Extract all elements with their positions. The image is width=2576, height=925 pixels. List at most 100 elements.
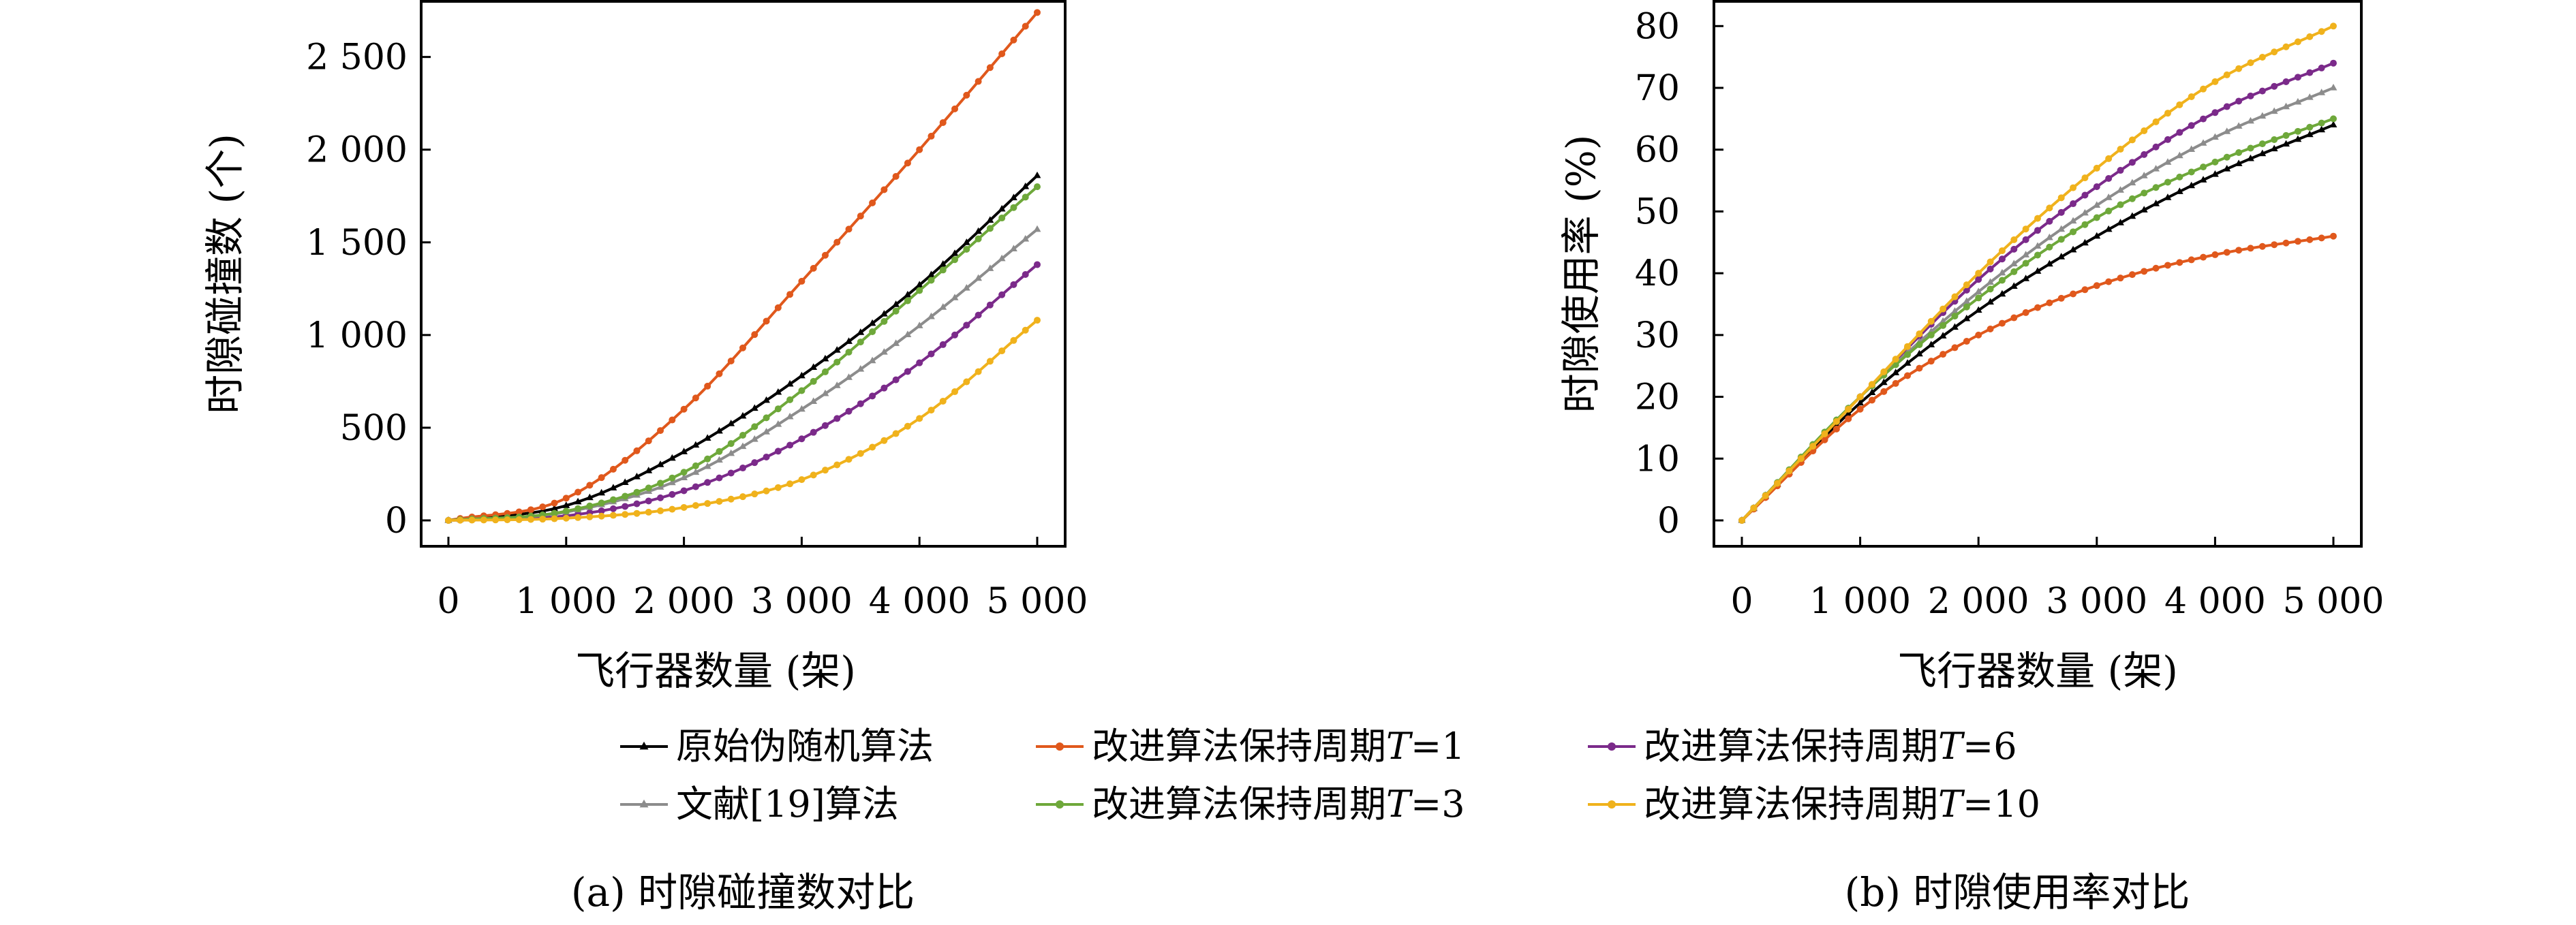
data-point bbox=[1856, 405, 1864, 413]
data-point bbox=[727, 495, 735, 503]
data-point bbox=[2318, 89, 2326, 95]
data-point bbox=[2200, 163, 2207, 171]
data-point bbox=[833, 381, 841, 388]
data-point bbox=[727, 449, 735, 456]
series-line bbox=[1741, 123, 2334, 522]
data-point bbox=[1951, 293, 1959, 300]
data-point bbox=[927, 407, 935, 414]
data-point bbox=[539, 503, 547, 511]
data-point bbox=[669, 416, 676, 424]
data-point bbox=[880, 348, 888, 355]
data-point bbox=[751, 423, 758, 430]
data-point bbox=[1033, 171, 1041, 178]
legend-item: 改进算法保持周期T=10 bbox=[1588, 783, 2040, 826]
data-point bbox=[669, 490, 676, 498]
data-point bbox=[562, 495, 570, 502]
data-point bbox=[609, 512, 617, 519]
data-point bbox=[633, 472, 641, 480]
x-tick-label: 4 000 bbox=[2164, 581, 2266, 622]
y-axis-ticks: 0 10 20 30 40 50 60 70 80 bbox=[1635, 6, 1723, 542]
data-point bbox=[939, 303, 947, 310]
y-tick-label: 60 bbox=[1635, 130, 1680, 171]
data-point bbox=[2294, 238, 2301, 245]
data-point bbox=[704, 500, 711, 507]
data-point bbox=[2070, 290, 2077, 298]
data-point bbox=[609, 505, 617, 512]
data-point bbox=[622, 456, 629, 464]
data-point bbox=[2188, 256, 2195, 264]
data-point bbox=[1056, 800, 1064, 809]
data-point bbox=[2010, 245, 2018, 253]
data-point bbox=[2211, 109, 2219, 116]
series-line bbox=[448, 228, 1039, 522]
chart-panel-collisions: 0 1 000 2 000 3 000 4 000 5 000 0 500 1 000 1 50… bbox=[202, 0, 1088, 915]
data-point bbox=[951, 256, 959, 264]
data-point bbox=[2152, 200, 2160, 206]
data-point bbox=[869, 392, 876, 400]
data-point bbox=[1939, 332, 1947, 339]
data-point bbox=[562, 501, 570, 508]
data-point bbox=[2104, 193, 2113, 200]
data-point bbox=[821, 467, 829, 474]
data-point bbox=[916, 359, 923, 366]
data-point bbox=[1916, 330, 1923, 338]
data-point bbox=[2330, 115, 2337, 123]
data-point bbox=[2141, 268, 2148, 275]
data-point bbox=[680, 473, 688, 481]
data-point bbox=[751, 459, 758, 467]
data-point bbox=[1963, 338, 1970, 345]
data-point bbox=[1022, 182, 1030, 189]
data-point bbox=[2128, 195, 2136, 202]
data-point bbox=[598, 488, 606, 496]
data-point bbox=[2057, 225, 2066, 232]
data-point bbox=[845, 373, 853, 380]
data-point bbox=[1833, 418, 1840, 425]
data-point bbox=[2211, 170, 2219, 177]
data-point bbox=[468, 516, 476, 524]
data-point bbox=[986, 216, 994, 223]
x-tick-label: 3 000 bbox=[751, 581, 853, 622]
data-point bbox=[798, 476, 806, 484]
data-point bbox=[857, 213, 864, 220]
data-point bbox=[1939, 351, 1947, 358]
data-point bbox=[2318, 64, 2325, 72]
data-point bbox=[2176, 129, 2183, 136]
x-tick-label: 2 000 bbox=[1928, 581, 2029, 622]
data-point bbox=[2140, 172, 2148, 178]
data-point bbox=[845, 348, 853, 356]
data-point bbox=[2199, 176, 2207, 183]
data-point bbox=[2128, 212, 2136, 219]
data-point bbox=[1904, 351, 1912, 358]
data-point bbox=[2247, 116, 2254, 124]
data-point bbox=[2306, 123, 2314, 131]
data-point bbox=[539, 516, 547, 523]
data-point bbox=[1998, 268, 2006, 276]
data-point bbox=[457, 516, 464, 524]
data-point bbox=[2282, 102, 2290, 110]
data-point bbox=[585, 493, 594, 501]
data-point bbox=[2258, 87, 2266, 95]
series bbox=[1738, 115, 2337, 524]
data-point bbox=[998, 291, 1006, 298]
data-point bbox=[669, 505, 676, 513]
data-point bbox=[1022, 193, 1029, 201]
data-point bbox=[845, 407, 853, 415]
data-point bbox=[2034, 267, 2042, 274]
data-point bbox=[1927, 358, 1935, 365]
x-tick-label: 0 bbox=[1730, 581, 1753, 622]
data-point bbox=[786, 480, 794, 488]
data-point bbox=[2057, 208, 2065, 216]
series-lines bbox=[444, 9, 1041, 524]
data-point bbox=[2235, 159, 2243, 166]
data-point bbox=[1987, 326, 1994, 333]
data-point bbox=[2294, 97, 2302, 105]
data-point bbox=[916, 415, 923, 422]
data-point bbox=[703, 434, 711, 441]
data-point bbox=[1762, 492, 1769, 499]
data-point bbox=[845, 456, 853, 463]
data-point bbox=[2046, 243, 2053, 251]
data-point bbox=[2176, 101, 2183, 108]
data-point bbox=[2258, 140, 2266, 148]
x-tick-label: 5 000 bbox=[987, 581, 1088, 622]
data-point bbox=[609, 484, 617, 490]
